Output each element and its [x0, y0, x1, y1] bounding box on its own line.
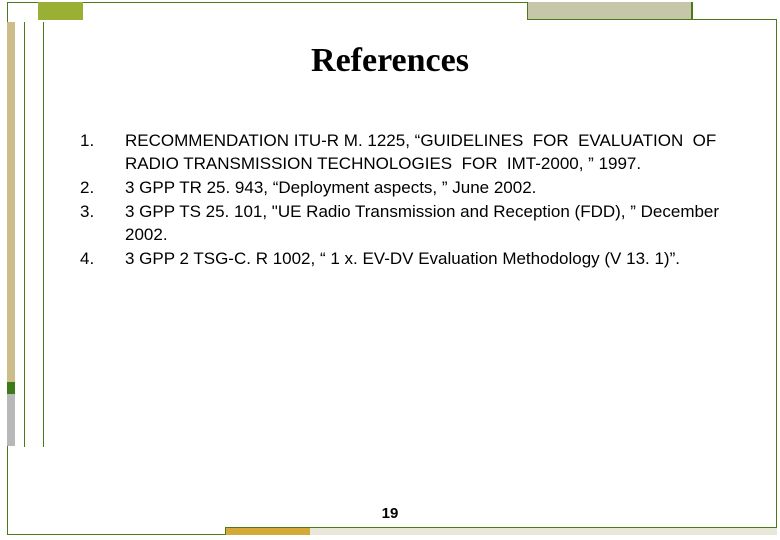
reference-text: RECOMMENDATION ITU-R M. 1225, “GUIDELINE…	[125, 130, 750, 176]
accent-top-right	[692, 2, 777, 20]
reference-item: 1. RECOMMENDATION ITU-R M. 1225, “GUIDEL…	[80, 130, 750, 176]
reference-item: 3. 3 GPP TS 25. 101, "UE Radio Transmiss…	[80, 201, 750, 247]
accent-bottom-amber	[225, 527, 311, 535]
slide-title: References	[0, 42, 780, 80]
reference-number: 3.	[80, 201, 125, 247]
accent-top-beige	[527, 2, 692, 20]
reference-number: 2.	[80, 177, 125, 200]
page-number: 19	[0, 505, 780, 522]
reference-text: 3 GPP 2 TSG-C. R 1002, “ 1 x. EV-DV Eval…	[125, 248, 750, 271]
reference-number: 1.	[80, 130, 125, 176]
references-list: 1. RECOMMENDATION ITU-R M. 1225, “GUIDEL…	[80, 130, 750, 272]
reference-text: 3 GPP TR 25. 943, “Deployment aspects, ”…	[125, 177, 750, 200]
reference-item: 2. 3 GPP TR 25. 943, “Deployment aspects…	[80, 177, 750, 200]
accent-top-olive	[38, 2, 83, 20]
accent-left-divider-1	[15, 22, 25, 447]
accent-left-divider-2	[25, 22, 44, 447]
accent-bottom-strip	[310, 527, 777, 535]
reference-number: 4.	[80, 248, 125, 271]
reference-item: 4. 3 GPP 2 TSG-C. R 1002, “ 1 x. EV-DV E…	[80, 248, 750, 271]
reference-text: 3 GPP TS 25. 101, "UE Radio Transmission…	[125, 201, 750, 247]
